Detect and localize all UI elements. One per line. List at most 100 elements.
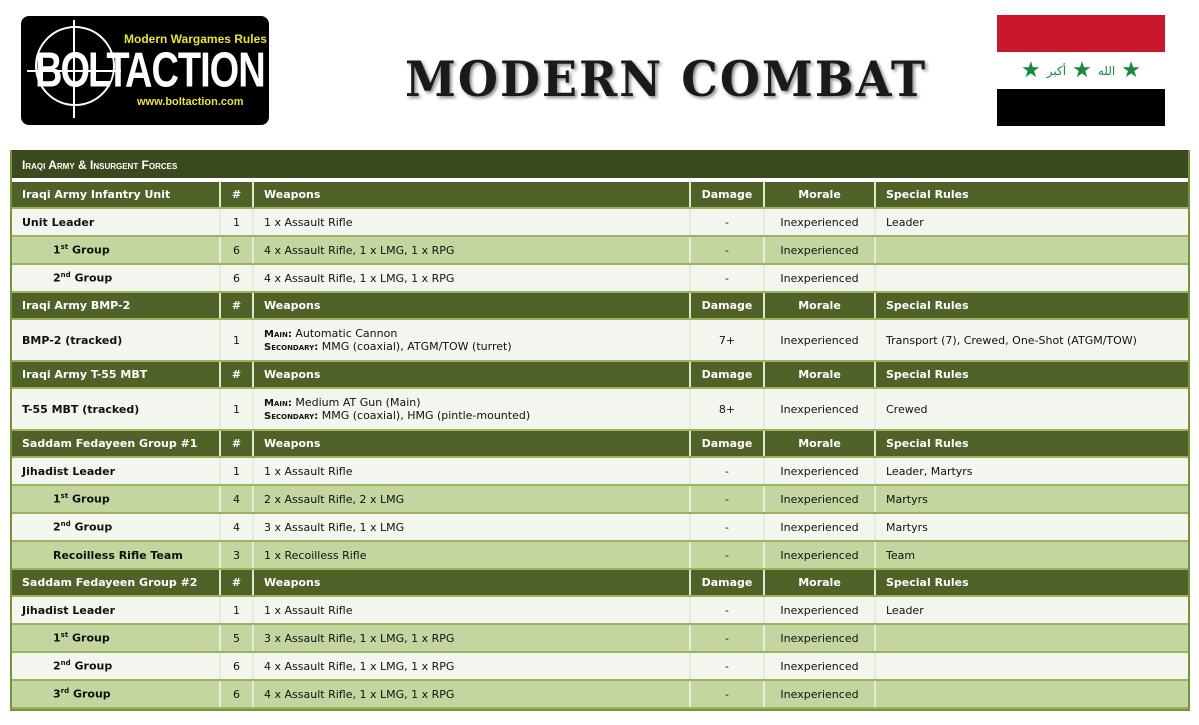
ordinal-suffix: st — [60, 631, 69, 640]
column-header-special-rules: Special Rules — [874, 430, 1188, 458]
unit-weapons: 4 x Assault Rifle, 1 x LMG, 1 x RPG — [252, 652, 690, 681]
section-header: Iraqi Army T-55 MBT # Weapons Damage Morale S… — [12, 361, 1188, 389]
column-header-count: # — [219, 292, 253, 320]
unit-label: Group — [74, 271, 113, 285]
unit-label: Jihadist Leader — [22, 603, 116, 617]
unit-name: 2nd Group — [12, 513, 220, 542]
column-header-weapons: Weapons — [252, 430, 690, 458]
unit-label: Group — [74, 659, 113, 673]
ordinal-suffix: st — [60, 243, 69, 252]
unit-damage: - — [689, 513, 764, 542]
unit-count: 6 — [219, 236, 253, 265]
unit-weapons: Main: Automatic Cannon Secondary: MMG (co… — [252, 319, 690, 362]
section-header: Saddam Fedayeen Group #2 # Weapons Damage Mo… — [12, 569, 1188, 597]
flag-stripe-black — [997, 89, 1165, 126]
unit-label: Group — [72, 492, 110, 506]
secondary-weapon-line: Secondary: MMG (coaxial), ATGM/TOW (turr… — [264, 340, 689, 353]
secondary-weapon-line: Secondary: MMG (coaxial), HMG (pintle-mo… — [264, 409, 689, 422]
table-row: Recoilless Rifle Team 3 1 x Recoilless Rif… — [12, 541, 1188, 570]
section-header: Iraqi Army Infantry Unit # Weapons Damage Mo… — [12, 182, 1188, 209]
star-icon: ★ — [1072, 58, 1092, 83]
unit-label: BMP-2 (tracked) — [22, 333, 123, 347]
column-header-weapons: Weapons — [252, 361, 690, 389]
unit-damage: - — [689, 596, 764, 625]
table-row: 2nd Group 6 4 x Assault Rifle, 1 x LMG, 1 … — [12, 264, 1188, 293]
column-header-weapons: Weapons — [252, 182, 690, 209]
unit-weapons: 4 x Assault Rifle, 1 x LMG, 1 x RPG — [252, 680, 690, 709]
unit-weapons: 1 x Recoilless Rifle — [252, 541, 690, 570]
unit-weapons: 4 x Assault Rifle, 1 x LMG, 1 x RPG — [252, 264, 690, 293]
star-icon: ★ — [1021, 58, 1041, 83]
unit-damage: - — [689, 624, 764, 653]
ordinal-suffix: rd — [60, 687, 70, 696]
unit-morale: Inexperienced — [763, 624, 875, 653]
unit-name: Recoilless Rifle Team — [12, 541, 220, 570]
unit-special-rules: Leader — [874, 596, 1188, 625]
table-row: 1st Group 4 2 x Assault Rifle, 2 x LMG - Ine… — [12, 485, 1188, 514]
unit-morale: Inexperienced — [763, 513, 875, 542]
unit-label: T-55 MBT (tracked) — [22, 402, 140, 416]
unit-weapons: 1 x Assault Rifle — [252, 457, 690, 486]
unit-morale: Inexperienced — [763, 388, 875, 431]
logo-tagline: Modern Wargames Rules — [124, 32, 267, 46]
unit-special-rules — [874, 236, 1188, 265]
table-row: Jihadist Leader 1 1 x Assault Rifle - Inexpe… — [12, 457, 1188, 486]
main-weapon: Medium AT Gun (Main) — [295, 396, 421, 409]
unit-label: Group — [72, 243, 110, 257]
logo-bolt: BOLT — [35, 43, 130, 99]
column-header-morale: Morale — [763, 430, 875, 458]
column-header-morale: Morale — [763, 569, 875, 597]
unit-special-rules — [874, 264, 1188, 293]
column-header-morale: Morale — [763, 361, 875, 389]
column-header-count: # — [219, 182, 253, 209]
unit-special-rules: Crewed — [874, 388, 1188, 431]
section-name: Iraqi Army T-55 MBT — [12, 361, 220, 389]
unit-name: 1st Group — [12, 236, 220, 265]
column-header-morale: Morale — [763, 182, 875, 209]
column-header-weapons: Weapons — [252, 292, 690, 320]
ordinal-number: 2 — [53, 659, 61, 673]
section-header: Iraqi Army BMP-2 # Weapons Damage Morale Spec… — [12, 292, 1188, 320]
table-row: 1st Group 6 4 x Assault Rifle, 1 x LMG, 1 … — [12, 236, 1188, 265]
logo-url: www.boltaction.com — [137, 96, 244, 108]
unit-morale: Inexperienced — [763, 652, 875, 681]
main-weapon-line: Main: Automatic Cannon — [264, 327, 689, 340]
unit-morale: Inexperienced — [763, 208, 875, 237]
unit-name: 1st Group — [12, 624, 220, 653]
section-name: Saddam Fedayeen Group #2 — [12, 569, 220, 597]
flag-stripe-white: ★ أكبر ★ الله ★ — [997, 52, 1165, 89]
unit-special-rules: Leader — [874, 208, 1188, 237]
unit-name: T-55 MBT (tracked) — [12, 388, 220, 431]
section-header: Saddam Fedayeen Group #1 # Weapons Damage Mo… — [12, 430, 1188, 458]
ordinal-number: 1 — [53, 243, 61, 257]
column-header-damage: Damage — [689, 430, 764, 458]
secondary-label: Secondary: — [264, 342, 319, 353]
unit-count: 1 — [219, 388, 253, 431]
logo-action: ACTION — [125, 43, 266, 99]
unit-damage: - — [689, 457, 764, 486]
ordinal-suffix: nd — [60, 659, 71, 668]
column-header-special-rules: Special Rules — [874, 361, 1188, 389]
ordinal-number: 2 — [53, 520, 61, 534]
table-row: BMP-2 (tracked) 1 Main: Automatic Cannon Se… — [12, 319, 1188, 362]
column-header-count: # — [219, 569, 253, 597]
unit-count: 1 — [219, 596, 253, 625]
unit-label: Group — [74, 520, 113, 534]
unit-damage: - — [689, 208, 764, 237]
unit-name: Unit Leader — [12, 208, 220, 237]
unit-count: 3 — [219, 541, 253, 570]
unit-morale: Inexperienced — [763, 319, 875, 362]
secondary-weapon: MMG (coaxial), HMG (pintle-mounted) — [321, 409, 531, 422]
unit-name: 2nd Group — [12, 264, 220, 293]
unit-damage: 8+ — [689, 388, 764, 431]
unit-special-rules: Martyrs — [874, 513, 1188, 542]
ordinal-suffix: st — [60, 492, 69, 501]
section-name: Iraqi Army Infantry Unit — [12, 182, 220, 209]
page-title: MODERN COMBAT — [405, 50, 928, 108]
unit-morale: Inexperienced — [763, 485, 875, 514]
column-header-damage: Damage — [689, 361, 764, 389]
unit-label: Group — [72, 687, 111, 701]
ordinal-number: 2 — [53, 271, 61, 285]
unit-damage: - — [689, 485, 764, 514]
unit-weapons: 1 x Assault Rifle — [252, 596, 690, 625]
